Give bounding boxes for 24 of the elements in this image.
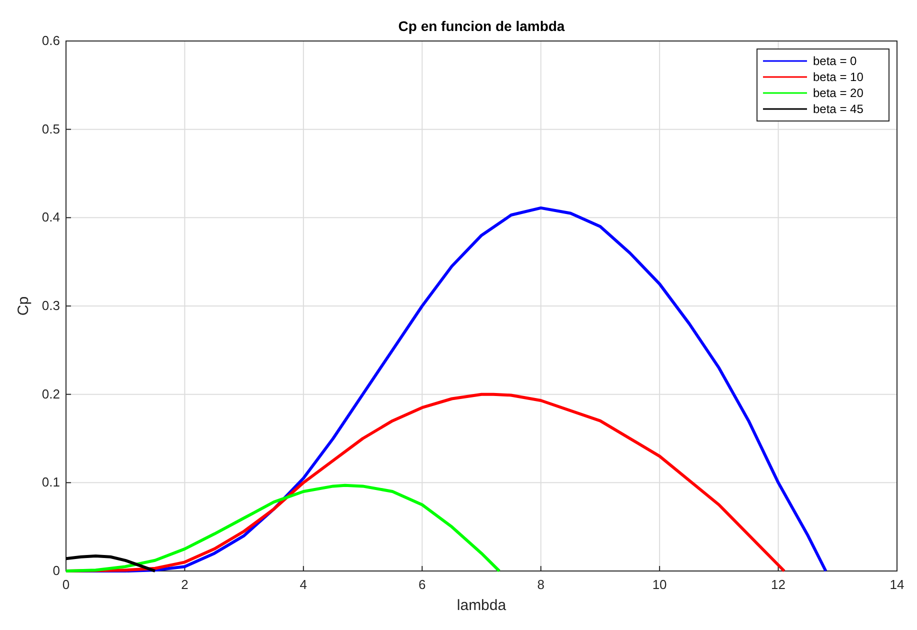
line-series <box>64 554 157 572</box>
y-axis-title: Cp <box>15 296 32 316</box>
x-tick-label: 0 <box>62 577 70 592</box>
y-tick-label: 0.6 <box>42 33 60 48</box>
y-tick-label: 0.3 <box>42 298 60 313</box>
x-tick-label: 6 <box>418 577 426 592</box>
x-tick-label: 8 <box>537 577 544 592</box>
legend-label: beta = 45 <box>813 102 864 116</box>
x-tick-label: 2 <box>181 577 188 592</box>
line-series <box>64 484 501 572</box>
x-tick-label: 4 <box>300 577 308 592</box>
x-axis-title: lambda <box>456 597 507 614</box>
legend-label: beta = 20 <box>813 86 864 100</box>
legend-label: beta = 0 <box>813 54 858 68</box>
y-tick-label: 0.1 <box>42 474 60 490</box>
y-tick-label: 0.2 <box>42 386 60 402</box>
y-tick-label: 0.5 <box>42 121 60 136</box>
y-tick-label: 0.4 <box>42 210 60 225</box>
chart-title: Cp en funcion de lambda <box>398 18 565 34</box>
x-tick-label: 12 <box>771 577 786 592</box>
legend-label: beta = 10 <box>813 70 864 84</box>
x-tick-label: 10 <box>652 577 667 592</box>
x-tick-label: 14 <box>890 577 904 592</box>
y-tick-label: 0 <box>52 563 60 578</box>
